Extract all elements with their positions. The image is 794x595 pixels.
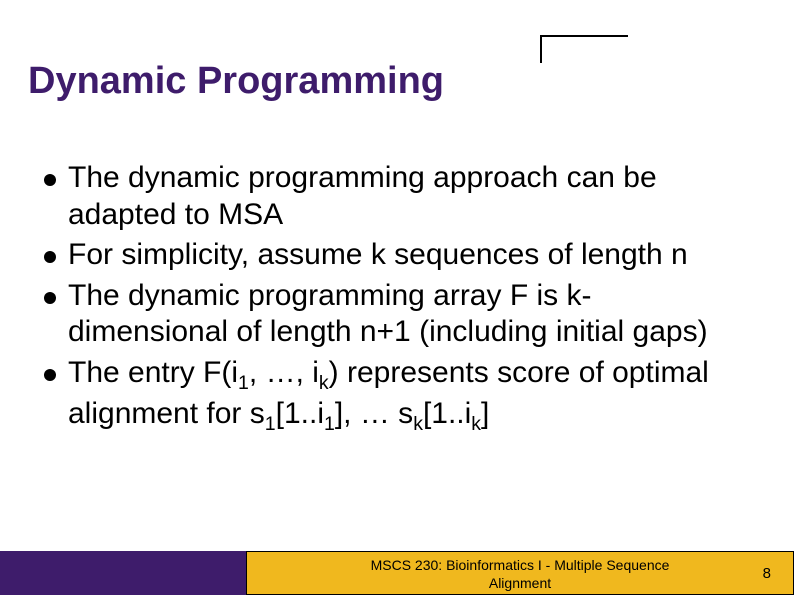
list-item-text: The dynamic programming array F is k-dim… [68, 278, 746, 351]
slide: Dynamic Programming The dynamic programm… [0, 0, 794, 595]
list-item-text: The dynamic programming approach can be … [68, 160, 746, 233]
bullet-list: The dynamic programming approach can be … [40, 160, 746, 441]
footer-course-text: MSCS 230: Bioinformatics I - Multiple Se… [247, 557, 793, 592]
list-item-text: For simplicity, assume k sequences of le… [68, 237, 688, 274]
top-divider-vertical [540, 35, 542, 63]
list-item-text: The entry F(i1, …, ik) represents score … [68, 355, 746, 437]
list-item: The dynamic programming approach can be … [40, 160, 746, 233]
footer-accent-block [0, 551, 246, 595]
list-item: For simplicity, assume k sequences of le… [40, 237, 746, 274]
page-number: 8 [763, 565, 771, 582]
slide-footer: MSCS 230: Bioinformatics I - Multiple Se… [0, 551, 794, 595]
slide-title: Dynamic Programming [28, 60, 444, 103]
bullet-icon [44, 369, 56, 381]
list-item: The entry F(i1, …, ik) represents score … [40, 355, 746, 437]
bullet-icon [44, 292, 56, 304]
bullet-icon [44, 174, 56, 186]
footer-line-1: MSCS 230: Bioinformatics I - Multiple Se… [371, 557, 670, 573]
top-divider-horizontal [540, 35, 628, 37]
bullet-icon [44, 251, 56, 263]
list-item: The dynamic programming array F is k-dim… [40, 278, 746, 351]
footer-main-block: MSCS 230: Bioinformatics I - Multiple Se… [246, 551, 794, 595]
footer-line-2: Alignment [489, 575, 551, 591]
